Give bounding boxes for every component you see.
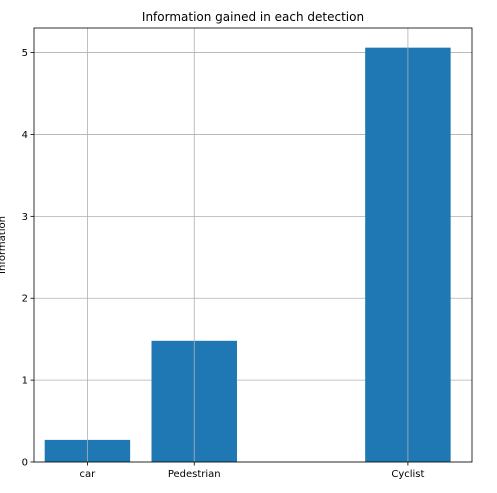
y-tick-label: 0 [22, 458, 28, 469]
x-grid-layer [87, 28, 409, 462]
x-tick-label-cyclist: Cyclist [391, 469, 424, 480]
y-tick-label: 2 [22, 294, 28, 305]
x-tick-label-car: car [80, 469, 97, 480]
plot-frame [33, 27, 473, 463]
x-tick-label-pedestrian: Pedestrian [168, 469, 221, 480]
y-tick-label: 5 [22, 48, 28, 59]
y-tick-label: 1 [22, 376, 28, 387]
bars-layer [44, 47, 451, 462]
y-tick-label: 4 [22, 130, 28, 141]
x-ticks-layer: car Pedestrian Cyclist [80, 462, 425, 480]
chart-title: Information gained in each detection [142, 10, 364, 24]
y-tick-label: 3 [22, 212, 28, 223]
y-axis-label: Information [0, 216, 8, 274]
y-ticks-layer: 0 1 2 3 4 5 [22, 48, 34, 469]
